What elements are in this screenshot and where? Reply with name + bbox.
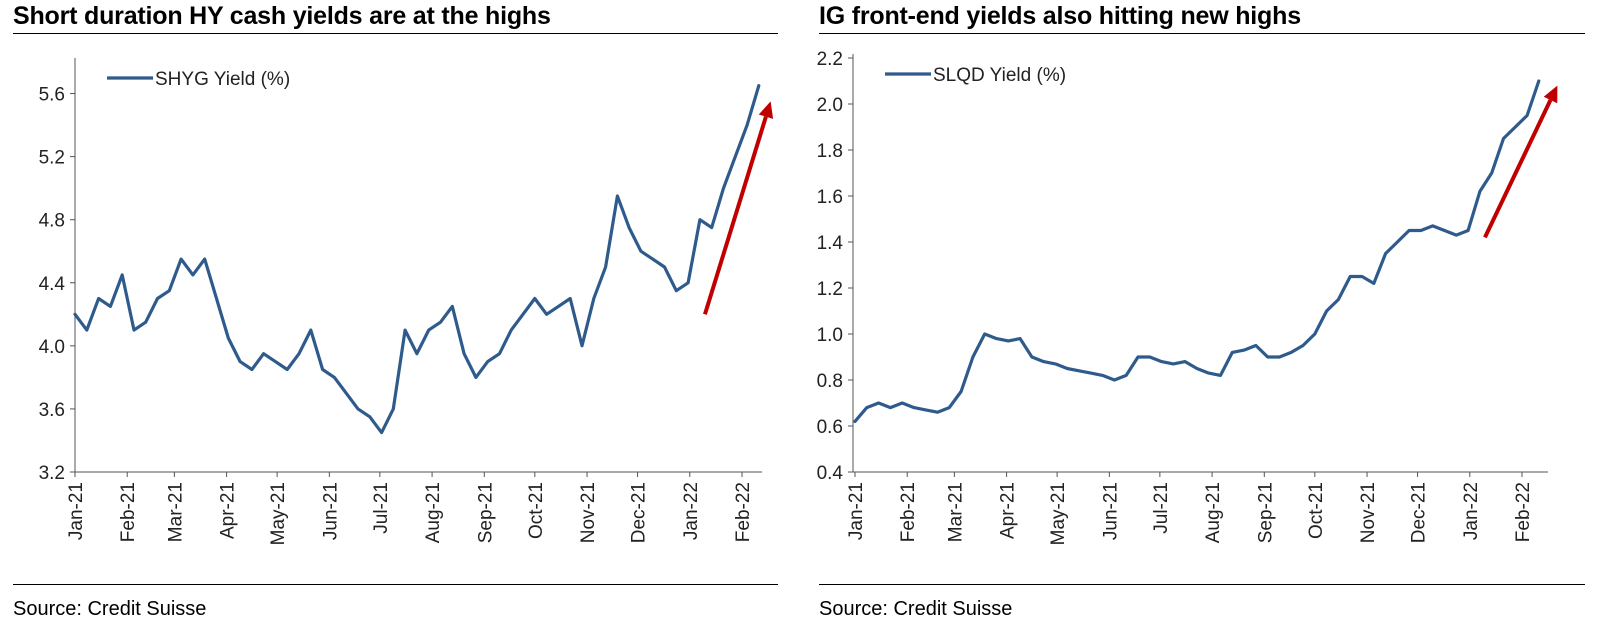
title-rule [13, 33, 778, 34]
x-tick-label: Apr-21 [218, 482, 239, 539]
line-chart-shyg: 3.2 3.6 4.0 4.4 4.8 5.2 5.6 Jan-21 Feb-21 Mar-21 A… [39, 58, 774, 545]
y-tick-label: 0.8 [817, 371, 843, 392]
y-tick-label: 4.0 [39, 337, 65, 358]
x-tick-label: Jul-21 [1151, 482, 1172, 534]
y-tick-label: 0.4 [817, 463, 844, 484]
y-tick-label: 1.8 [817, 141, 843, 162]
x-tick-label: Jun-21 [320, 482, 341, 540]
x-tick-label: Feb-22 [1513, 482, 1534, 542]
x-tick-label: Jun-21 [1100, 482, 1121, 540]
chart-title: Short duration HY cash yields are at the… [13, 2, 551, 30]
chart-panel-right: IG front-end yields also hitting new hig… [806, 0, 1599, 630]
y-tick-label: 2.2 [817, 49, 843, 70]
legend-label: SLQD Yield (%) [933, 65, 1066, 86]
x-tick-label: Nov-21 [578, 482, 599, 543]
annotation-arrow-shaft [703, 116, 768, 315]
x-tick-label: Aug-21 [1203, 482, 1224, 543]
x-tick-label: Dec-21 [629, 482, 650, 543]
y-tick-label: 5.2 [39, 148, 65, 169]
y-tick-label: 3.6 [39, 400, 65, 421]
y-tick-label: 1.4 [817, 233, 844, 254]
x-tick-label: Feb-21 [118, 482, 139, 542]
y-tick-label: 2.0 [817, 95, 843, 116]
x-tick-label: Sep-21 [475, 482, 496, 543]
source-rule [13, 584, 778, 585]
x-tick-label: Dec-21 [1409, 482, 1430, 543]
x-tick-label: Jul-21 [371, 482, 392, 534]
series-line [73, 84, 761, 435]
x-tick-label: Mar-21 [165, 482, 186, 542]
x-tick-label: Oct-21 [526, 482, 547, 539]
y-tick-label: 1.2 [817, 279, 843, 300]
annotation-arrow-head [758, 101, 774, 119]
title-rule [819, 33, 1585, 34]
legend-label: SHYG Yield (%) [155, 69, 290, 90]
annotation-arrow-shaft [1483, 99, 1553, 239]
annotation-arrow-head [1543, 85, 1558, 104]
y-tick-label: 1.6 [817, 187, 843, 208]
x-tick-label: Aug-21 [423, 482, 444, 543]
x-tick-label: Sep-21 [1255, 482, 1276, 543]
source-rule [819, 584, 1585, 585]
y-tick-label: 1.0 [817, 325, 843, 346]
x-tick-label: Mar-21 [945, 482, 966, 542]
x-tick-label: May-21 [268, 482, 289, 545]
x-tick-label: Jan-22 [1461, 482, 1482, 540]
x-tick-label: Jan-22 [681, 482, 702, 540]
line-chart-slqd: 0.4 0.6 0.8 1.0 1.2 1.4 1.6 1.8 2.0 2.2 Jan-21 Feb-… [817, 49, 1558, 545]
chart-title: IG front-end yields also hitting new hig… [819, 2, 1301, 30]
x-tick-label: Feb-21 [898, 482, 919, 542]
y-tick-label: 5.6 [39, 85, 65, 106]
x-tick-label: Feb-22 [733, 482, 754, 542]
x-tick-label: Jan-21 [66, 482, 87, 540]
y-tick-label: 4.8 [39, 211, 65, 232]
series-line [853, 79, 1541, 423]
chart-panel-left: Short duration HY cash yields are at the… [0, 0, 795, 630]
source-note: Source: Credit Suisse [819, 598, 1013, 620]
y-tick-label: 3.2 [39, 463, 65, 484]
x-tick-label: May-21 [1048, 482, 1069, 545]
y-tick-label: 4.4 [39, 274, 66, 295]
x-tick-label: Nov-21 [1358, 482, 1379, 543]
y-tick-label: 0.6 [817, 417, 843, 438]
x-tick-label: Apr-21 [998, 482, 1019, 539]
source-note: Source: Credit Suisse [13, 598, 207, 620]
x-tick-label: Jan-21 [846, 482, 867, 540]
x-tick-label: Oct-21 [1306, 482, 1327, 539]
